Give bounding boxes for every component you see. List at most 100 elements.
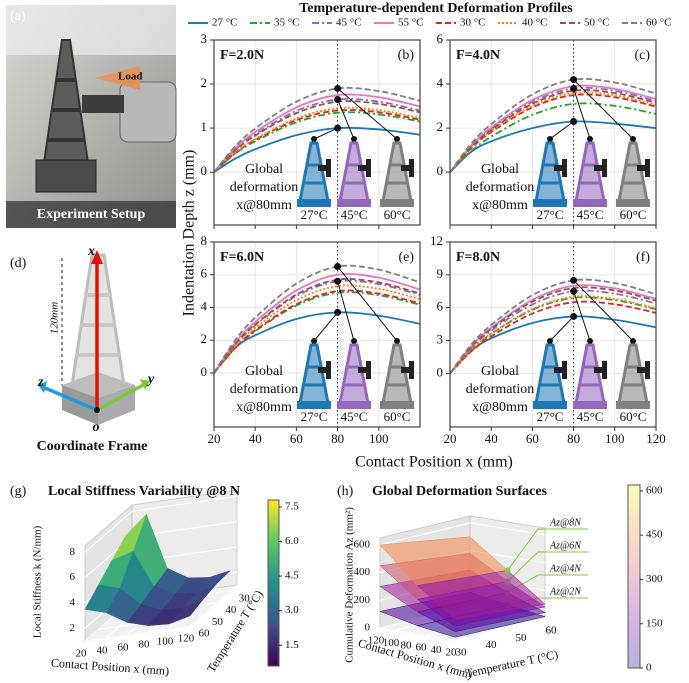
x-tick-label: 80 — [139, 639, 151, 651]
annotation: x@80mm — [236, 400, 292, 415]
x-tick-label: 100 — [605, 431, 625, 446]
x-axis-title: Contact Position x (mm) — [355, 454, 513, 471]
y-tick-label: 4 — [437, 75, 444, 90]
highlight-point — [570, 76, 577, 83]
connector-end — [351, 136, 357, 142]
x-tick-label: 80 — [331, 431, 344, 446]
panel-label: (f) — [636, 250, 650, 265]
connector-end — [587, 338, 593, 344]
dimension-label: 120mm — [49, 302, 61, 334]
coordinate-panel: (d) x z y o 120mm Coordinate Frame — [10, 244, 155, 454]
y-tick-label: 3 — [437, 332, 444, 347]
y-tick-label: 9 — [437, 266, 444, 281]
y-axis-title: Temperature T (°C) — [464, 647, 559, 680]
legend-label: 50 °C — [584, 17, 610, 29]
y-tick-label: 6 — [437, 299, 444, 314]
panel-label: (g) — [10, 484, 27, 499]
y-tick-label: 8 — [201, 233, 208, 248]
connector-end — [587, 136, 593, 142]
x-tick-label: 100 — [157, 636, 174, 648]
x-tick-label: 100 — [369, 431, 389, 446]
colorbar-tick-label: 3.0 — [285, 604, 299, 616]
force-label: F=4.0N — [456, 48, 500, 63]
surface-label: Az@4N — [549, 563, 582, 574]
connector-end — [394, 136, 400, 142]
z-tick-label: 8 — [70, 546, 76, 558]
x-tick-label: 40 — [249, 431, 262, 446]
annotation: Global — [245, 364, 283, 379]
y-tick-label: 30 — [456, 647, 468, 659]
legend-label: 55 °C — [398, 17, 424, 29]
z-tick-label: 200 — [354, 594, 371, 606]
icon-base — [380, 199, 414, 207]
profiles-title: Temperature-dependent Deformation Profil… — [299, 1, 573, 16]
panel-label: (c) — [634, 48, 650, 63]
colorbar-tick-label: 150 — [646, 617, 663, 629]
colorbar-tick-label: 0 — [646, 662, 652, 674]
connector-end — [311, 338, 317, 344]
connector-end — [547, 136, 553, 142]
highlight-point — [334, 263, 341, 270]
colorbar-tick-label: 600 — [646, 484, 663, 496]
force-label: F=2.0N — [220, 48, 264, 63]
z-tick-label: 400 — [354, 566, 371, 578]
annotation: x@80mm — [472, 400, 528, 415]
annotation: deformation — [230, 180, 298, 195]
x-axis-title: Contact Position x (mm) — [51, 656, 170, 678]
connector-end — [351, 338, 357, 344]
y-tick-label: 0 — [437, 163, 444, 178]
chart-title: Local Stiffness Variability @8 N — [48, 484, 240, 499]
colorbar-tick-label: 450 — [646, 529, 663, 541]
y-tick-label: 0 — [201, 163, 208, 178]
actuator — [120, 82, 176, 142]
highlight-point — [570, 313, 577, 320]
z-tick-label: 2 — [70, 622, 76, 634]
y-tick-label: 2 — [437, 119, 444, 134]
y-tick-label: 1 — [201, 119, 208, 134]
surface-label: Az@2N — [549, 586, 582, 597]
temperature-label: 60°C — [620, 207, 647, 222]
temperature-label: 60°C — [620, 409, 647, 424]
y-tick-label: 0 — [437, 364, 444, 379]
surface-label: Az@6N — [549, 540, 582, 551]
annotation: x@80mm — [472, 198, 528, 213]
highlight-point — [570, 118, 577, 125]
panel-label: (a) — [10, 9, 26, 24]
temperature-label: 60°C — [384, 409, 411, 424]
z-tick-label: 6 — [70, 571, 76, 583]
colorbar-tick-label: 4.5 — [285, 570, 299, 582]
legend-label: 27 °C — [212, 17, 238, 29]
chart-title: Global Deformation Surfaces — [372, 484, 548, 499]
axis-label: y — [146, 372, 155, 387]
legend-label: 30 °C — [460, 17, 486, 29]
background — [6, 5, 176, 55]
z-tick-label: 600 — [354, 538, 371, 550]
load-label: Load — [118, 71, 142, 83]
icon-base — [337, 199, 371, 207]
icon-base — [616, 401, 650, 409]
caption: Coordinate Frame — [37, 439, 148, 454]
legend-label: 40 °C — [522, 17, 548, 29]
annotation: deformation — [466, 382, 534, 397]
caption: Experiment Setup — [37, 207, 146, 222]
temperature-label: 45°C — [577, 207, 604, 222]
figure: Load Experiment Setup (a) (d) x z y o 12… — [0, 0, 689, 683]
icon-base — [337, 401, 371, 409]
legend-label: 35 °C — [274, 17, 300, 29]
axis-label: z — [37, 375, 44, 390]
x-tick-label: 80 — [567, 431, 580, 446]
icon-base — [573, 199, 607, 207]
connector-end — [394, 338, 400, 344]
y-tick-label: 2 — [201, 331, 208, 346]
x-tick-label: 20 — [444, 431, 457, 446]
x-tick-label: 40 — [485, 431, 498, 446]
connector-end — [547, 338, 553, 344]
colorbar-tick-label: 300 — [646, 573, 663, 585]
annotation: deformation — [466, 180, 534, 195]
annotation: x@80mm — [236, 198, 292, 213]
temperature-label: 60°C — [384, 207, 411, 222]
connector-end — [311, 136, 317, 142]
temperature-label: 27°C — [301, 409, 328, 424]
connector-end — [630, 338, 636, 344]
x-tick-label: 20 — [208, 431, 221, 446]
